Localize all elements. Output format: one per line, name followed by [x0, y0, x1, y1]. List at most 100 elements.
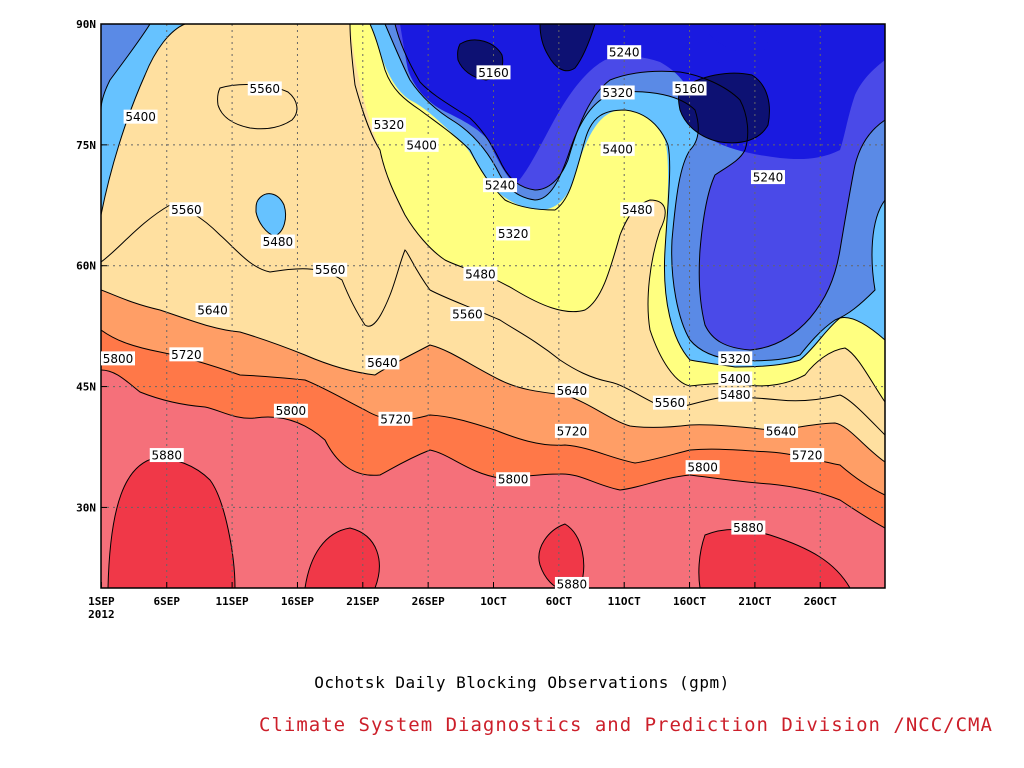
contour-label-text: 5240: [485, 179, 516, 193]
contour-5160-c: [678, 72, 770, 144]
contour-label-bg: [554, 423, 589, 438]
chart-title: Ochotsk Daily Blocking Observations (gpm…: [314, 673, 730, 692]
contour-label-text: 5800: [103, 352, 134, 366]
x-tick-label: 11OCT: [608, 595, 641, 608]
contour-label-text: 5160: [478, 66, 509, 80]
contour-label: 5800: [496, 472, 531, 487]
contour-label-text: 5480: [622, 203, 653, 217]
contour-label-text: 5320: [374, 118, 405, 132]
contour-label-bg: [672, 81, 707, 96]
contour-label: 5640: [764, 423, 799, 438]
contour-5160-b: [539, 24, 596, 72]
contour-label-bg: [463, 266, 498, 281]
contour-label: 5800: [273, 403, 308, 418]
contour-label: 5720: [554, 423, 589, 438]
contour-label-bg: [483, 178, 518, 193]
contour-label-text: 5480: [263, 235, 294, 249]
contour-label-bg: [731, 520, 766, 535]
y-tick-label: 90N: [76, 18, 96, 31]
contour-label-text: 5560: [452, 308, 483, 322]
contour-label: 5560: [313, 262, 348, 277]
contour-label-bg: [750, 170, 785, 185]
y-tick-label: 75N: [76, 139, 96, 152]
contour-label-bg: [718, 387, 753, 402]
contour-label: 5400: [718, 371, 753, 386]
contour-label-bg: [652, 395, 687, 410]
contour-label: 5400: [600, 141, 635, 156]
contour-label-text: 5720: [171, 348, 202, 362]
contour-label-text: 5560: [315, 263, 346, 277]
contour-label-bg: [554, 383, 589, 398]
contour-label-text: 5640: [197, 304, 228, 318]
x-tick-sublabel: 2012: [88, 608, 115, 621]
x-tick-label: 16SEP: [281, 595, 314, 608]
contour-label-bg: [378, 411, 413, 426]
contour-label-text: 5320: [602, 86, 633, 100]
contour-label-bg: [620, 202, 655, 217]
contour-label-text: 5480: [465, 267, 496, 281]
contour-label: 5320: [600, 85, 635, 100]
contour-label-text: 5400: [602, 142, 633, 156]
tick-marks: [100, 23, 821, 588]
contour-label-text: 5400: [125, 110, 156, 124]
contour-label: 5800: [101, 351, 135, 366]
contour-label-bg: [365, 355, 400, 370]
contour-label-text: 5640: [557, 384, 588, 398]
contour-label: 5240: [750, 170, 785, 185]
contour-label-bg: [496, 472, 531, 487]
contour-label: 5160: [476, 65, 511, 80]
chart-credit: Climate System Diagnostics and Predictio…: [259, 714, 993, 736]
contour-label-text: 5880: [733, 521, 764, 535]
contour-label-text: 5320: [720, 352, 751, 366]
x-tick-label: 26SEP: [412, 595, 445, 608]
contour-label: 5720: [169, 347, 204, 362]
contour-label: 5480: [260, 234, 295, 249]
contour-label-bg: [247, 81, 282, 96]
contour-label-text: 5720: [557, 424, 588, 438]
contour-label-bg: [496, 226, 531, 241]
contour-label-text: 5800: [687, 461, 718, 475]
band-5560-5640-patch: [217, 84, 297, 129]
contour-label-bg: [718, 371, 753, 386]
y-tick-labels: 30N 45N 60N 75N 90N: [76, 18, 96, 514]
contour-label-bg: [600, 85, 635, 100]
x-tick-label: 21OCT: [738, 595, 771, 608]
contour-label: 5640: [195, 303, 230, 318]
contour-label: 5640: [554, 383, 589, 398]
contour-label-bg: [149, 448, 184, 463]
y-tick-label: 30N: [76, 501, 96, 514]
contour-label: 5720: [378, 411, 413, 426]
contour-label-text: 5320: [498, 227, 529, 241]
contour-label: 5400: [123, 109, 158, 124]
contour-5400: [101, 24, 885, 368]
contour-label-bg: [718, 351, 753, 366]
contour-5240: [394, 24, 885, 351]
contour-label-text: 5880: [151, 449, 182, 463]
contour-label-bg: [169, 347, 204, 362]
x-tick-label: 1SEP: [88, 595, 115, 608]
contour-label: 5560: [169, 202, 204, 217]
contour-label-text: 5400: [720, 372, 751, 386]
contour-label-text: 5240: [609, 46, 640, 60]
contour-label: 5400: [404, 137, 439, 152]
contour-5720: [101, 329, 885, 496]
x-tick-label: 6SEP: [154, 595, 181, 608]
contour-label-text: 5480: [720, 388, 751, 402]
contour-label-text: 5560: [171, 203, 202, 217]
x-tick-label: 1OCT: [480, 595, 507, 608]
contour-label-bg: [273, 403, 308, 418]
contour-label-text: 5400: [406, 138, 437, 152]
contour-label-bg: [260, 234, 295, 249]
band-5240-5320: [101, 24, 885, 361]
contour-label-text: 5160: [674, 82, 705, 96]
contour-label: 5240: [607, 45, 642, 60]
contour-5880-c: [538, 523, 585, 588]
contour-label: 5240: [483, 178, 518, 193]
contour-label: 5320: [718, 351, 753, 366]
contour-label-bg: [790, 448, 825, 463]
contour-label: 5560: [450, 307, 485, 322]
contour-label-text: 5720: [792, 449, 823, 463]
contour-label-bg: [764, 423, 799, 438]
